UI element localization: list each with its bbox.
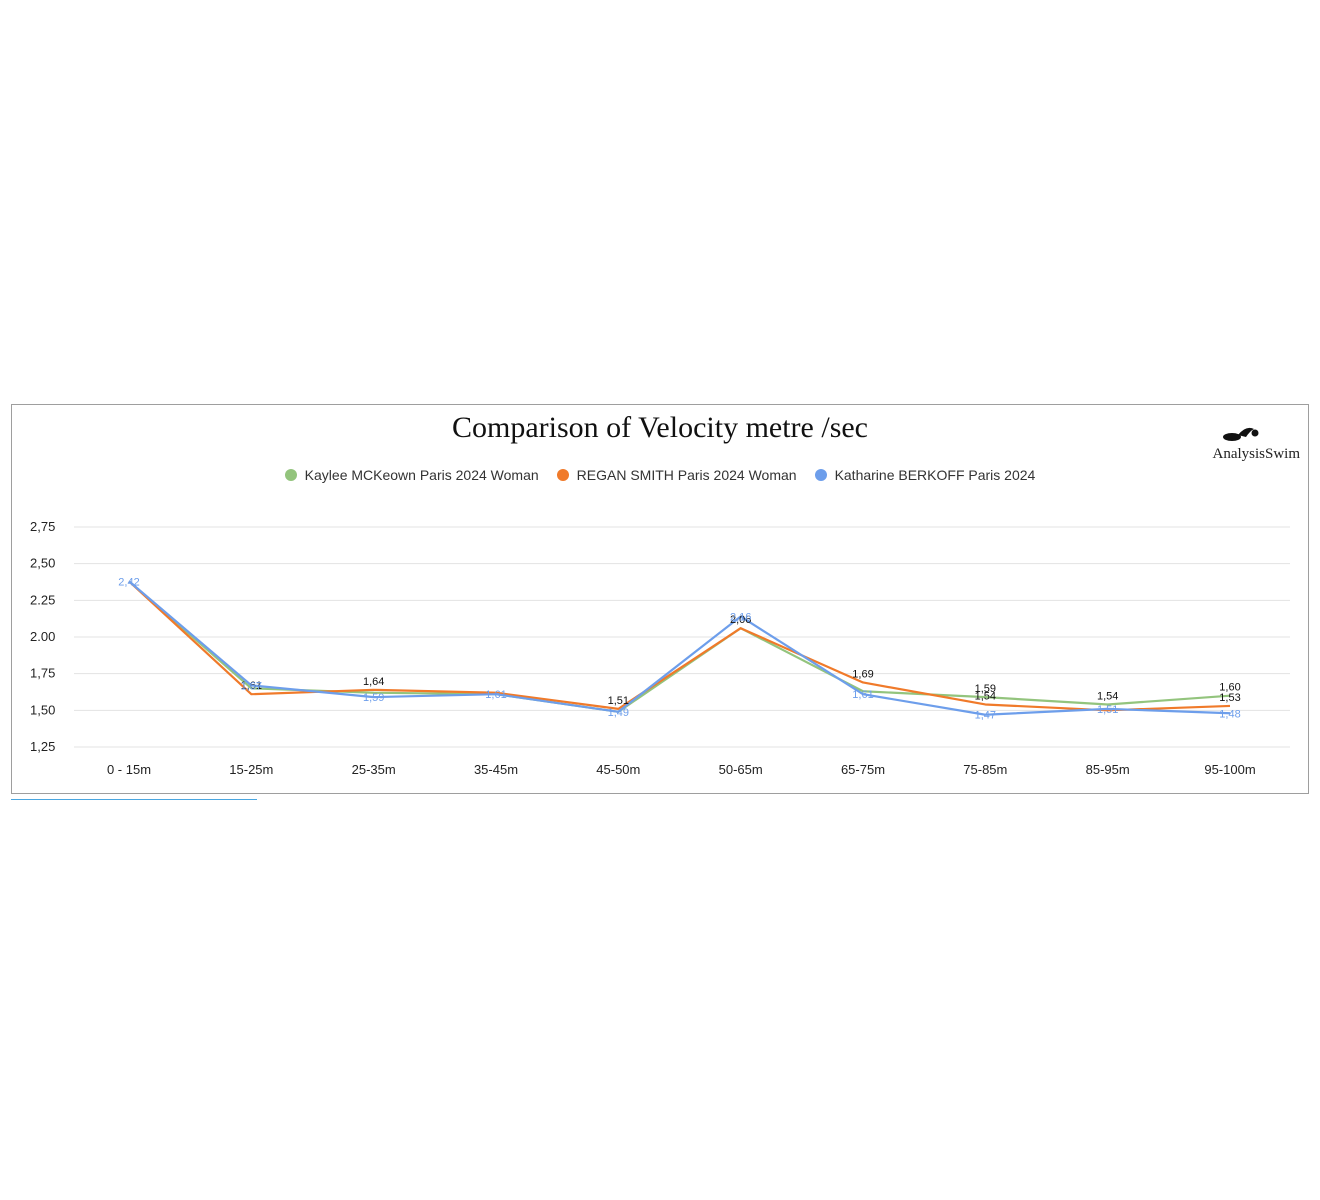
data-label: 2,42 [118,576,139,588]
data-label: 1,60 [1219,682,1240,694]
data-label: 1,47 [975,710,996,722]
y-tick-label: 1,75 [30,666,55,681]
legend-dot-mckeown [284,469,297,481]
chart-title: Comparison of Velocity metre /sec [451,411,868,444]
data-label: 1,61 [485,689,506,701]
data-label: 2,06 [730,614,751,626]
x-tick-label: 35-45m [474,762,518,777]
data-label: 1,51 [1097,704,1118,716]
data-label: 1,67 [241,680,262,692]
data-label: 1,49 [608,707,629,719]
series-line-2 [128,580,1231,716]
y-tick-label: 2.25 [30,592,55,607]
x-tick-label: 95-100m [1204,762,1255,777]
link-underline [11,799,257,800]
data-label: 1,69 [852,668,873,680]
chart-frame: Comparison of Velocity metre /sec Analys… [11,404,1309,794]
swimmer-icon [1223,427,1259,441]
chart-legend: Kaylee MCKeown Paris 2024 Woman REGAN SM… [12,467,1308,483]
x-tick-label: 15-25m [229,762,273,777]
legend-label-smith: REGAN SMITH Paris 2024 Woman [576,467,797,483]
legend-dot-berkoff [814,469,827,481]
data-label: 1,54 [1097,690,1118,702]
y-tick-label: 2.00 [30,629,55,644]
analysisswim-logo: AnalysisSwim [1190,423,1300,463]
legend-label-berkoff: Katharine BERKOFF Paris 2024 [834,467,1036,483]
x-tick-label: 45-50m [596,762,640,777]
legend-label-mckeown: Kaylee MCKeown Paris 2024 Woman [304,467,539,483]
legend-item-mckeown: Kaylee MCKeown Paris 2024 Woman [284,467,539,483]
data-label: 1,61 [852,689,873,701]
x-tick-label: 25-35m [352,762,396,777]
x-tick-label: 0 - 15m [107,762,151,777]
y-tick-label: 1,25 [30,739,55,754]
logo-text: AnalysisSwim [1212,446,1300,462]
y-tick-label: 1,50 [30,702,55,717]
data-label: 2,16 [730,611,751,623]
x-tick-label: 75-85m [963,762,1007,777]
data-label: 1,59 [975,683,996,695]
legend-item-smith: REGAN SMITH Paris 2024 Woman [556,467,797,483]
y-tick-label: 2,75 [30,519,55,534]
data-label: 1,48 [1219,708,1240,720]
data-label: 1,51 [608,695,629,707]
legend-dot-smith [556,469,569,481]
data-label: 1,53 [1219,692,1240,704]
line-chart-plot: 1,25 1,50 1,75 2.00 2.25 2,50 2,75 0 - 15m 15-25… [30,519,1290,777]
data-label: 1,59 [363,692,384,704]
data-label: 1,64 [363,676,384,688]
legend-item-berkoff: Katharine BERKOFF Paris 2024 [814,467,1036,483]
y-tick-label: 2,50 [30,556,55,571]
x-tick-label: 65-75m [841,762,885,777]
x-tick-label: 50-65m [719,762,763,777]
data-label: 1,61 [241,680,262,692]
data-label: 1,54 [975,690,996,702]
x-tick-label: 85-95m [1086,762,1130,777]
